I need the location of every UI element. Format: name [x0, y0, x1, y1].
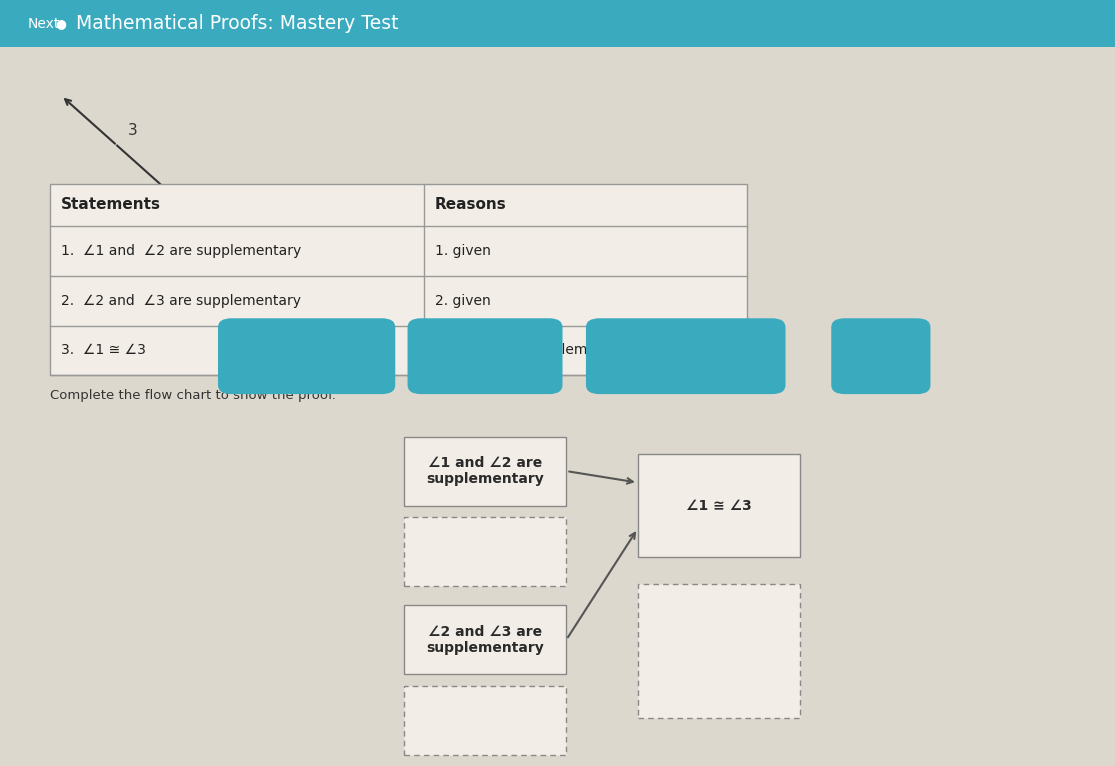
Text: ●: ● — [56, 18, 67, 30]
Text: 2. given: 2. given — [435, 293, 491, 308]
FancyBboxPatch shape — [50, 184, 747, 375]
Text: ∠1 and ∠2 are
supplementary: ∠1 and ∠2 are supplementary — [426, 456, 544, 486]
FancyBboxPatch shape — [638, 584, 801, 719]
FancyBboxPatch shape — [404, 605, 565, 674]
Text: 3.  ∠1 ≅ ∠3: 3. ∠1 ≅ ∠3 — [61, 343, 146, 358]
FancyBboxPatch shape — [832, 319, 930, 394]
Text: Mathematical Proofs: Mastery Test: Mathematical Proofs: Mastery Test — [76, 15, 398, 33]
FancyBboxPatch shape — [586, 319, 785, 394]
Text: Statements: Statements — [61, 198, 162, 212]
FancyBboxPatch shape — [408, 319, 562, 394]
Text: 3: 3 — [128, 123, 138, 138]
FancyBboxPatch shape — [219, 319, 396, 394]
FancyBboxPatch shape — [404, 517, 565, 586]
Text: 1.  ∠1 and  ∠2 are supplementary: 1. ∠1 and ∠2 are supplementary — [61, 244, 301, 258]
Text: given: given — [861, 350, 901, 362]
Text: Next: Next — [28, 17, 60, 31]
Text: congruent
complements theorem: congruent complements theorem — [223, 342, 390, 370]
Text: ∠2 and ∠3 are
supplementary: ∠2 and ∠3 are supplementary — [426, 624, 544, 655]
FancyBboxPatch shape — [404, 686, 565, 755]
Text: ∠1 ≅ ∠3: ∠1 ≅ ∠3 — [687, 499, 752, 512]
Text: 3. congruent supplements theorem: 3. congruent supplements theorem — [435, 343, 680, 358]
Text: vertical angles
theorem: vertical angles theorem — [429, 342, 541, 370]
Text: Reasons: Reasons — [435, 198, 506, 212]
Text: 2.  ∠2 and  ∠3 are supplementary: 2. ∠2 and ∠3 are supplementary — [61, 293, 301, 308]
Text: congruent
supplements theorem: congruent supplements theorem — [603, 342, 768, 370]
FancyBboxPatch shape — [638, 453, 801, 558]
Text: Complete the flow chart to show the proof.: Complete the flow chart to show the proo… — [50, 389, 336, 402]
Text: 1. given: 1. given — [435, 244, 491, 258]
FancyBboxPatch shape — [404, 437, 565, 506]
FancyBboxPatch shape — [0, 0, 1115, 47]
